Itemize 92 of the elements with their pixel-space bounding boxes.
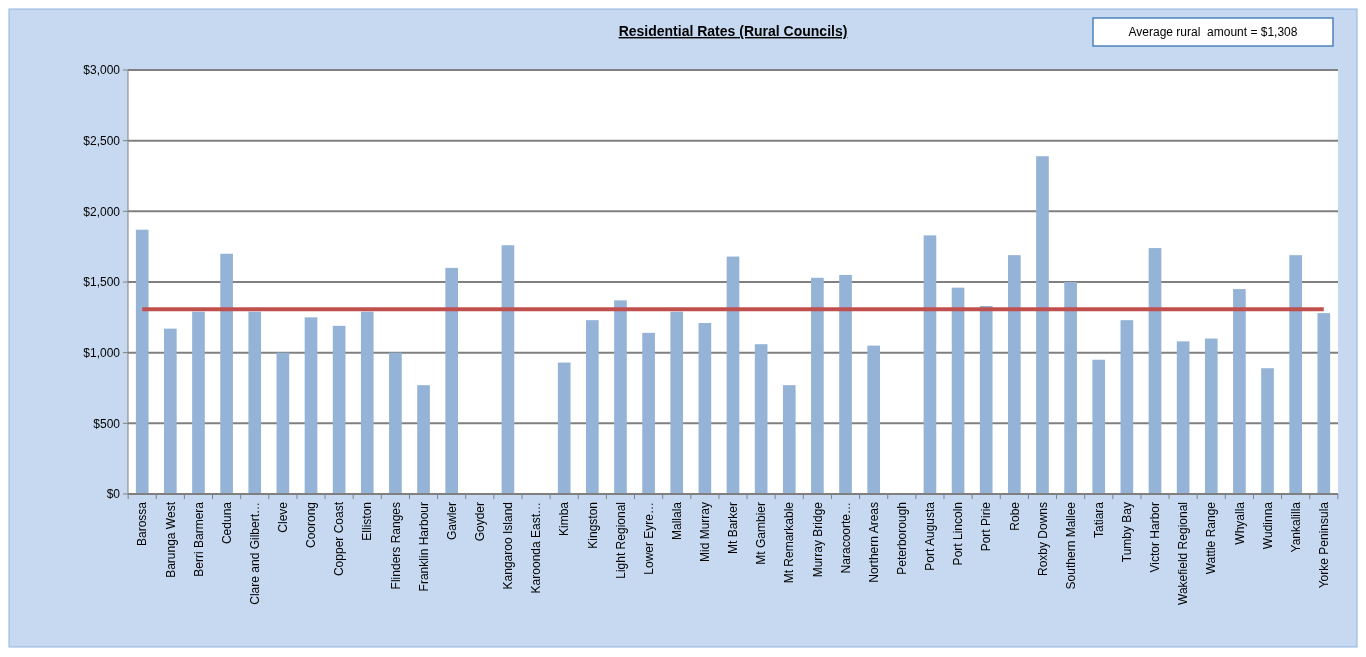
bar xyxy=(1289,255,1302,494)
bar xyxy=(304,317,318,494)
bar xyxy=(135,229,149,494)
bar xyxy=(248,311,262,494)
y-tick-label: $3,000 xyxy=(83,63,121,78)
x-tick-label: Murray Bridge xyxy=(810,501,825,578)
x-tick-label: Port Augusta xyxy=(923,501,938,571)
y-tick-label: $1,000 xyxy=(83,345,121,360)
x-tick-label: Mt Remarkable xyxy=(782,501,797,584)
x-tick-label: Kangaroo Island xyxy=(501,502,516,590)
bar xyxy=(642,332,655,494)
x-tick-label: Kingston xyxy=(585,502,600,549)
bar xyxy=(1317,313,1331,494)
bar xyxy=(445,267,458,494)
bar xyxy=(951,287,965,494)
x-tick-label: Wattle Range xyxy=(1204,501,1219,575)
bar xyxy=(839,274,852,494)
x-tick-label: Yorke Peninsula xyxy=(1316,501,1331,589)
y-tick-label: $2,000 xyxy=(83,204,121,219)
x-tick-label: Lower Eyre… xyxy=(641,502,656,575)
bar xyxy=(1204,338,1218,494)
bar xyxy=(811,277,824,494)
x-tick-label: Ceduna xyxy=(219,501,234,545)
x-tick-label: Karoonda East… xyxy=(529,502,544,594)
x-tick-label: Clare and Gilbert… xyxy=(247,502,262,605)
bar xyxy=(192,311,205,494)
chart-title: Residential Rates (Rural Councils) xyxy=(618,23,848,39)
y-tick-label: $1,500 xyxy=(83,275,121,290)
x-tick-label: Barunga West xyxy=(163,501,178,578)
x-tick-label: Tumby Bay xyxy=(1120,502,1135,563)
bar xyxy=(1092,359,1106,494)
y-tick-label: $0 xyxy=(106,487,121,502)
x-tick-label: Kimba xyxy=(557,501,572,537)
bar xyxy=(670,311,684,494)
bar xyxy=(726,256,740,494)
bar xyxy=(1261,368,1274,494)
bar xyxy=(782,385,796,494)
x-tick-label: Mt Gambier xyxy=(754,502,769,565)
bar xyxy=(557,362,571,494)
x-tick-label: Elliston xyxy=(360,502,375,541)
bar xyxy=(1148,248,1162,494)
x-tick-label: Whyalla xyxy=(1232,501,1247,545)
x-tick-label: Peterborough xyxy=(895,502,909,575)
text: Average rural amount = $1,308 xyxy=(1128,25,1298,40)
bar xyxy=(220,253,233,494)
x-tick-label: Light Regional xyxy=(613,502,628,579)
x-tick-label: Mt Barker xyxy=(726,502,741,555)
bar xyxy=(1176,341,1190,494)
bar xyxy=(332,325,346,494)
x-tick-label: Copper Coast xyxy=(332,501,347,577)
x-tick-label: Mallala xyxy=(669,501,684,541)
x-tick-label: Barossa xyxy=(135,501,150,547)
y-tick-label: $2,500 xyxy=(83,133,121,148)
bar xyxy=(1120,320,1134,494)
bar xyxy=(1064,282,1077,494)
x-tick-label: Goyder xyxy=(473,502,487,542)
x-tick-label: Coorong xyxy=(304,502,319,549)
bar xyxy=(586,320,599,494)
bar xyxy=(923,235,937,494)
bar xyxy=(979,306,993,494)
bar xyxy=(164,328,177,494)
y-tick-label: $500 xyxy=(93,416,121,431)
bar xyxy=(417,385,430,494)
bar xyxy=(360,311,374,494)
x-tick-label: Berri Barmera xyxy=(191,501,206,577)
bar xyxy=(867,345,880,494)
x-tick-label: Mid Murray xyxy=(698,502,713,563)
bar xyxy=(276,352,290,494)
bar xyxy=(501,245,515,494)
x-tick-label: Cleve xyxy=(276,501,291,533)
x-tick-label: Franklin Harbour xyxy=(416,502,431,592)
bar xyxy=(1008,255,1021,494)
x-tick-label: Wudinna xyxy=(1260,501,1275,550)
x-tick-label: Port Pirie xyxy=(979,501,994,552)
x-tick-label: Gawler xyxy=(444,502,459,541)
x-tick-label: Roxby Downs xyxy=(1035,502,1050,577)
x-tick-label: Robe xyxy=(1007,501,1022,531)
bar xyxy=(1036,156,1049,494)
x-tick-label: Flinders Ranges xyxy=(388,502,403,590)
bar xyxy=(1233,289,1246,494)
x-tick-label: Tatiara xyxy=(1091,501,1106,539)
x-tick-label: Victor Harbor xyxy=(1148,502,1163,573)
x-tick-label: Wakefield Regional xyxy=(1176,502,1191,605)
x-tick-label: Naracoorte… xyxy=(838,502,853,574)
x-tick-label: Port Lincoln xyxy=(951,502,966,566)
bar xyxy=(614,300,627,494)
x-tick-label: Northern Areas xyxy=(866,502,881,583)
bar xyxy=(389,352,402,494)
bar xyxy=(754,344,768,494)
bar xyxy=(698,322,712,494)
x-tick-label: Southern Mallee xyxy=(1063,501,1078,590)
x-tick-label: Yankalilla xyxy=(1288,501,1303,553)
